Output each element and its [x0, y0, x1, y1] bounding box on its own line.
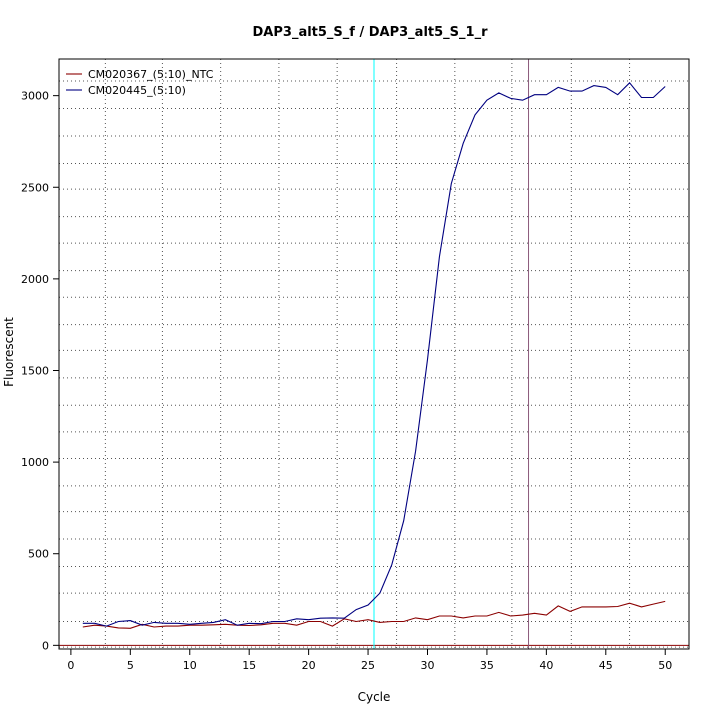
y-axis-label: Fluorescent [2, 317, 16, 387]
x-tick-label: 40 [539, 659, 553, 672]
y-tick-label: 500 [28, 548, 49, 561]
series-line-1 [82, 600, 666, 629]
series-line-2 [82, 81, 666, 627]
plot-frame [58, 58, 690, 650]
axes: 0 5 10 15 20 25 30 35 40 45 5005001000150020002500… [21, 90, 672, 672]
chart-title: DAP3_alt5_S_f / DAP3_alt5_S_1_r [253, 25, 489, 40]
legend-label: CM020445_(5:10) [88, 84, 186, 97]
x-tick-label: 5 [127, 659, 134, 672]
y-tick-label: 2500 [21, 181, 49, 194]
x-axis-label: Cycle [358, 690, 391, 704]
x-tick-label: 0 [67, 659, 74, 672]
y-tick-label: 1000 [21, 456, 49, 469]
y-tick-label: 1500 [21, 364, 49, 377]
x-tick-label: 30 [420, 659, 434, 672]
reference-lines [59, 59, 689, 649]
grid-lines [59, 59, 689, 649]
x-tick-label: 25 [361, 659, 375, 672]
legend: CM020367_(5:10)_NTC CM020445_(5:10) [66, 68, 214, 97]
legend-label: CM020367_(5:10)_NTC [88, 68, 214, 81]
x-tick-label: 10 [183, 659, 197, 672]
series-lines [82, 81, 666, 629]
x-tick-label: 50 [658, 659, 672, 672]
y-tick-label: 0 [42, 639, 49, 652]
x-tick-label: 20 [302, 659, 316, 672]
x-tick-label: 35 [480, 659, 494, 672]
y-tick-label: 2000 [21, 273, 49, 286]
y-tick-label: 3000 [21, 90, 49, 103]
x-tick-label: 45 [599, 659, 613, 672]
x-tick-label: 15 [242, 659, 256, 672]
